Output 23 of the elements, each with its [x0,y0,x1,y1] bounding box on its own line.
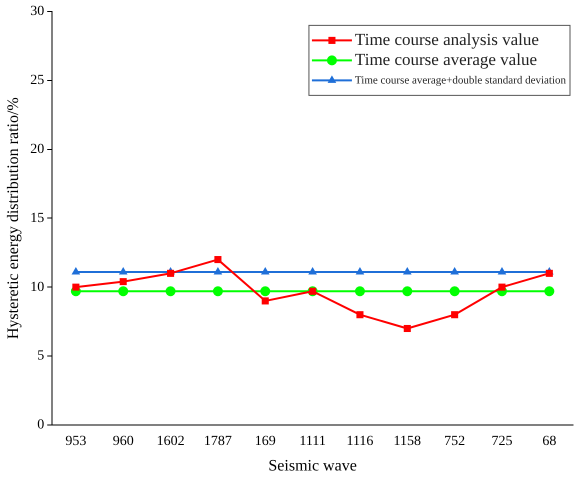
y-axis-title: Hysteretic energy distribution ratio/% [4,97,22,340]
y-tick-label: 25 [30,73,44,88]
legend-label: Time course average value [354,50,537,69]
legend-label: Time course analysis value [354,30,539,49]
x-tick-label: 68 [542,434,556,450]
legend-label: Time course average+double standard deviation [354,74,566,86]
y-tick-label: 15 [30,210,44,226]
x-tick-label: 1116 [346,434,374,450]
y-tick-label: 20 [30,142,44,157]
x-tick-label: 1787 [204,434,232,450]
y-tick-label: 0 [37,418,44,433]
x-tick-label: 1111 [299,434,326,450]
x-tick-label: 953 [65,434,86,450]
x-tick-label: 752 [444,434,466,450]
x-tick-label: 960 [112,434,134,450]
x-tick-label: 1158 [394,434,422,450]
x-tick-label: 725 [491,434,512,450]
x-tick-label: 1602 [156,434,185,450]
y-tick-label: 5 [37,348,44,364]
y-tick-label: 30 [30,4,44,20]
x-axis-title: Seismic wave [268,458,357,475]
y-tick-label: 10 [30,280,44,295]
x-tick-label: 169 [254,434,276,450]
